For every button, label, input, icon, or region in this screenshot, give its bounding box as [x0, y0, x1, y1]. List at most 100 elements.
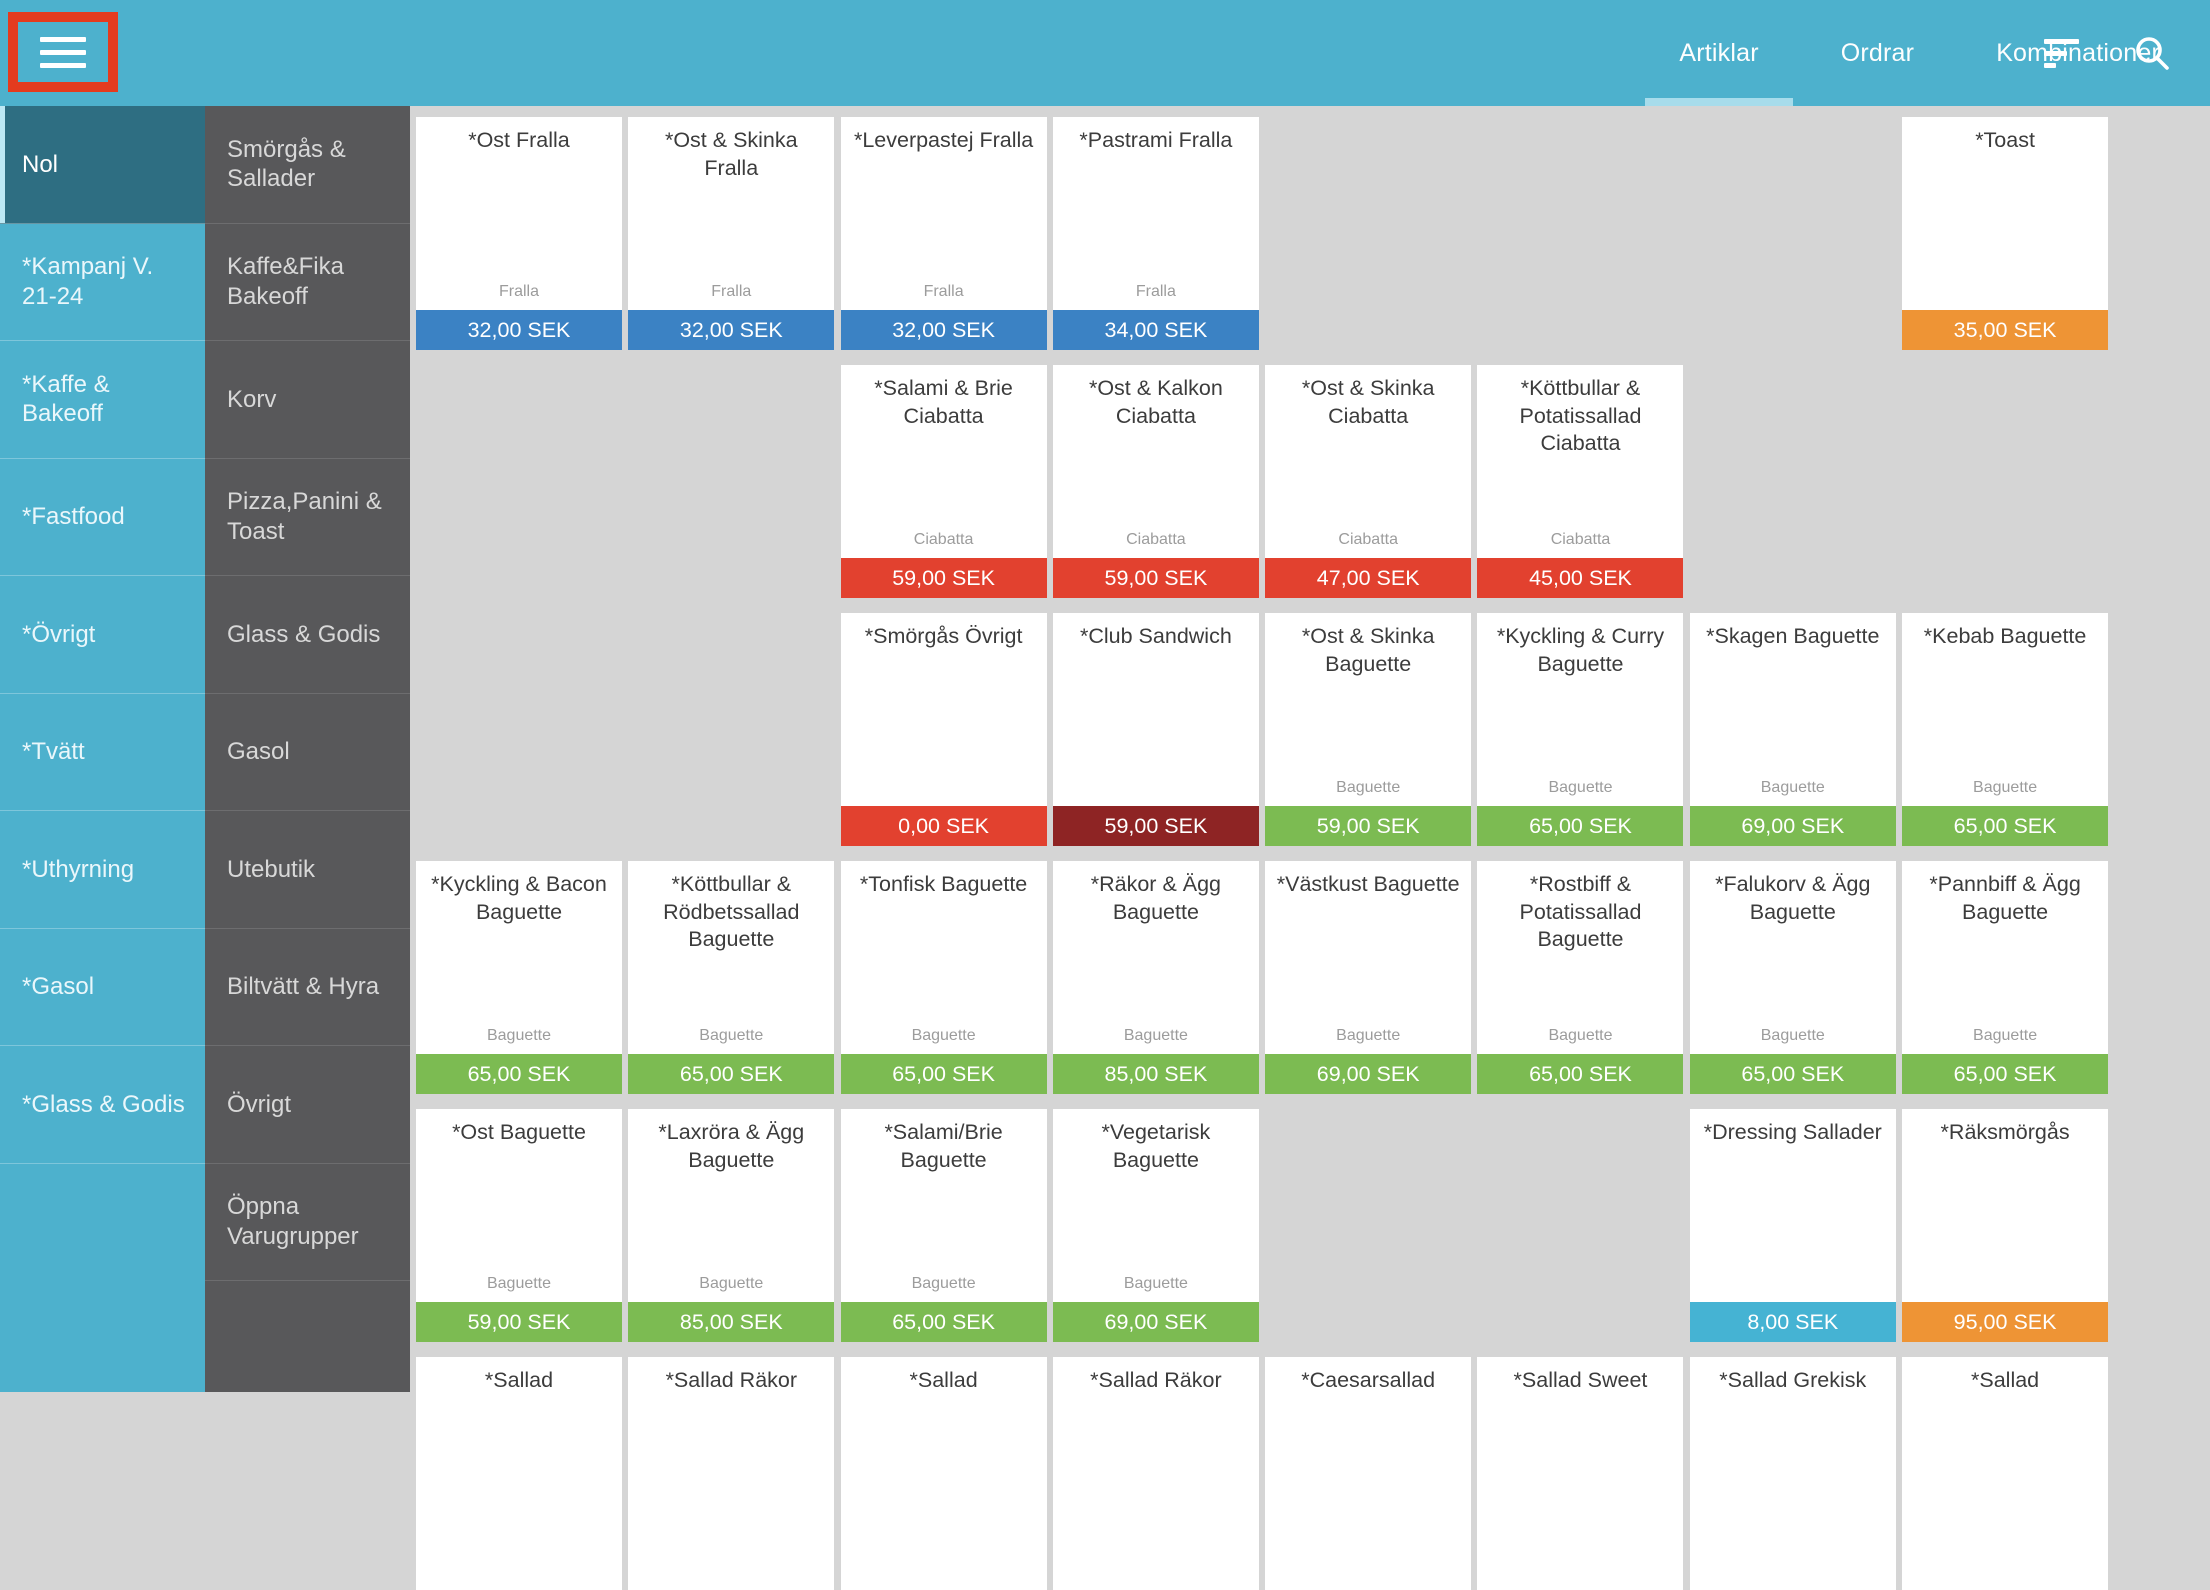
- product-card[interactable]: *Pastrami Fralla Fralla 34,00 SEK: [1052, 117, 1259, 350]
- primary-category-item[interactable]: *Uthyrning: [0, 811, 205, 929]
- primary-category-item[interactable]: *Övrigt: [0, 576, 205, 694]
- product-title: *Pastrami Fralla: [1079, 128, 1233, 152]
- secondary-category-item[interactable]: Glass & Godis: [205, 576, 410, 694]
- product-card[interactable]: *Pannbiff & Ägg Baguette Baguette 65,00 …: [1902, 861, 2109, 1094]
- price-bar: 32,00 SEK: [628, 310, 835, 350]
- secondary-category-item[interactable]: Utebutik: [205, 811, 410, 929]
- product-card[interactable]: *Club Sandwich 59,00 SEK: [1052, 613, 1259, 846]
- product-card[interactable]: *Toast 35,00 SEK: [1902, 117, 2109, 350]
- product-card[interactable]: *Leverpastej Fralla Fralla 32,00 SEK: [840, 117, 1047, 350]
- secondary-category-label: Smörgås & Sallader: [227, 135, 346, 193]
- price-bar: [841, 1550, 1047, 1590]
- product-subcategory: Baguette: [1548, 1027, 1613, 1044]
- product-title: *Ost & Kalkon Ciabatta: [1088, 376, 1223, 428]
- product-card[interactable]: *Köttbullar & Rödbetssallad Baguette Bag…: [628, 861, 835, 1094]
- product-title: *Toast: [1975, 128, 2035, 152]
- product-subcategory: [841, 1523, 1047, 1542]
- secondary-category-item[interactable]: Pizza,Panini & Toast: [205, 459, 410, 576]
- primary-category-label: *Kaffe & Bakeoff: [22, 370, 110, 428]
- price-bar: [416, 1550, 622, 1590]
- product-card[interactable]: *Köttbullar & Potatissallad Ciabatta Cia…: [1477, 365, 1684, 598]
- product-title: *Ost & Skinka Baguette: [1301, 624, 1435, 676]
- product-title: *Sallad Räkor: [1090, 1368, 1222, 1392]
- primary-category-item[interactable]: Nol: [0, 106, 205, 224]
- product-subcategory: Ciabatta: [1126, 531, 1186, 548]
- product-card[interactable]: *Skagen Baguette Baguette 69,00 SEK: [1689, 613, 1896, 846]
- primary-category-item[interactable]: *Kaffe & Bakeoff: [0, 341, 205, 459]
- product-card[interactable]: *Vegetarisk Baguette Baguette 69,00 SEK: [1052, 1109, 1259, 1342]
- primary-category-label: *Kampanj V. 21-24: [22, 253, 154, 310]
- product-title: *Sallad: [909, 1368, 978, 1392]
- price-bar: 69,00 SEK: [1689, 806, 1896, 846]
- product-title: *Kyckling & Bacon Baguette: [431, 872, 607, 924]
- product-subcategory: [1902, 1275, 2108, 1294]
- product-card[interactable]: *Dressing Sallader 8,00 SEK: [1689, 1109, 1896, 1342]
- price-bar: 45,00 SEK: [1477, 558, 1684, 598]
- search-button[interactable]: [2124, 0, 2180, 106]
- secondary-category-item[interactable]: Biltvätt & Hyra: [205, 929, 410, 1046]
- product-card[interactable]: *Ost & Kalkon Ciabatta Ciabatta 59,00 SE…: [1052, 365, 1259, 598]
- topbar-tab[interactable]: Ordrar: [1840, 38, 1915, 67]
- price-bar: [1053, 1550, 1259, 1590]
- sort-button[interactable]: [2034, 0, 2090, 106]
- product-card[interactable]: *Falukorv & Ägg Baguette Baguette 65,00 …: [1689, 861, 1896, 1094]
- secondary-category-item[interactable]: Öppna Varugrupper: [205, 1164, 410, 1281]
- product-card[interactable]: *Räkor & Ägg Baguette Baguette 85,00 SEK: [1052, 861, 1259, 1094]
- product-subcategory: [1690, 1275, 1896, 1294]
- product-title: *Räksmörgås: [1940, 1120, 2070, 1144]
- product-card[interactable]: *Ost Fralla Fralla 32,00 SEK: [416, 117, 622, 350]
- product-card[interactable]: *Salami & Brie Ciabatta Ciabatta 59,00 S…: [840, 365, 1047, 598]
- product-card[interactable]: *Kyckling & Curry Baguette Baguette 65,0…: [1477, 613, 1684, 846]
- secondary-category-label: Gasol: [227, 738, 290, 766]
- product-subcategory: Baguette: [1760, 779, 1825, 796]
- price-bar: 65,00 SEK: [840, 1054, 1047, 1094]
- price-bar: 85,00 SEK: [628, 1302, 835, 1342]
- product-card[interactable]: *Räksmörgås 95,00 SEK: [1902, 1109, 2109, 1342]
- primary-category-item[interactable]: *Gasol: [0, 929, 205, 1046]
- secondary-category-item[interactable]: Gasol: [205, 694, 410, 811]
- sort-icon: [2044, 38, 2080, 68]
- product-subcategory: Baguette: [1123, 1027, 1188, 1044]
- menu-button[interactable]: [18, 22, 108, 82]
- product-card[interactable]: *Smörgås Övrigt 0,00 SEK: [840, 613, 1047, 846]
- primary-category-item[interactable]: *Fastfood: [0, 459, 205, 576]
- secondary-category-item[interactable]: Smörgås & Sallader: [205, 106, 410, 224]
- price-bar: 65,00 SEK: [1902, 1054, 2109, 1094]
- product-subcategory: [1902, 1523, 2108, 1542]
- product-title: *Tonfisk Baguette: [859, 872, 1028, 896]
- primary-category-item[interactable]: *Glass & Godis: [0, 1046, 205, 1164]
- product-card[interactable]: *Ost & Skinka Fralla Fralla 32,00 SEK: [628, 117, 835, 350]
- product-card[interactable]: *Kyckling & Bacon Baguette Baguette 65,0…: [416, 861, 622, 1094]
- price-bar: 65,00 SEK: [1689, 1054, 1896, 1094]
- product-subcategory: [416, 1523, 622, 1542]
- product-card[interactable]: *Tonfisk Baguette Baguette 65,00 SEK: [840, 861, 1047, 1094]
- primary-category-item[interactable]: *Kampanj V. 21-24: [0, 224, 205, 341]
- product-subcategory: Baguette: [1760, 1027, 1825, 1044]
- product-card[interactable]: *Ost & Skinka Baguette Baguette 59,00 SE…: [1265, 613, 1472, 846]
- secondary-category-item[interactable]: Övrigt: [205, 1046, 410, 1164]
- product-grid: *Ost Fralla Fralla 32,00 SEK *Ost & Skin…: [416, 117, 2109, 1590]
- secondary-category-item[interactable]: Kaffe&Fika Bakeoff: [205, 224, 410, 341]
- product-card[interactable]: *Salami/Brie Baguette Baguette 65,00 SEK: [840, 1109, 1047, 1342]
- product-subcategory: Baguette: [1123, 1275, 1188, 1292]
- product-title: *Club Sandwich: [1080, 624, 1232, 648]
- primary-category-sidebar: Nol *Kampanj V. 21-24 *Kaffe & Bakeoff *…: [0, 106, 205, 1392]
- product-title: *Västkust Baguette: [1276, 872, 1460, 896]
- product-card[interactable]: *Västkust Baguette Baguette 69,00 SEK: [1265, 861, 1472, 1094]
- secondary-category-sidebar: Smörgås & Sallader Kaffe&Fika Bakeoff Ko…: [205, 106, 410, 1392]
- primary-category-label: *Glass & Godis: [22, 1090, 185, 1118]
- product-subcategory: Baguette: [486, 1027, 552, 1044]
- product-card[interactable]: *Ost & Skinka Ciabatta Ciabatta 47,00 SE…: [1265, 365, 1472, 598]
- product-card[interactable]: *Ost Baguette Baguette 59,00 SEK: [416, 1109, 622, 1342]
- annotation-highlight-box: [8, 12, 118, 92]
- product-card[interactable]: *Rostbiff & Potatissallad Baguette Bague…: [1477, 861, 1684, 1094]
- product-title: *Leverpastej Fralla: [853, 128, 1034, 152]
- product-card[interactable]: *Laxröra & Ägg Baguette Baguette 85,00 S…: [628, 1109, 835, 1342]
- secondary-category-item[interactable]: Korv: [205, 341, 410, 459]
- price-bar: [1477, 1550, 1683, 1590]
- product-card[interactable]: *Kebab Baguette Baguette 65,00 SEK: [1902, 613, 2109, 846]
- topbar-tab[interactable]: Artiklar: [1645, 0, 1794, 106]
- primary-category-item[interactable]: *Tvätt: [0, 694, 205, 811]
- price-bar: 85,00 SEK: [1052, 1054, 1259, 1094]
- price-bar: [628, 1550, 834, 1590]
